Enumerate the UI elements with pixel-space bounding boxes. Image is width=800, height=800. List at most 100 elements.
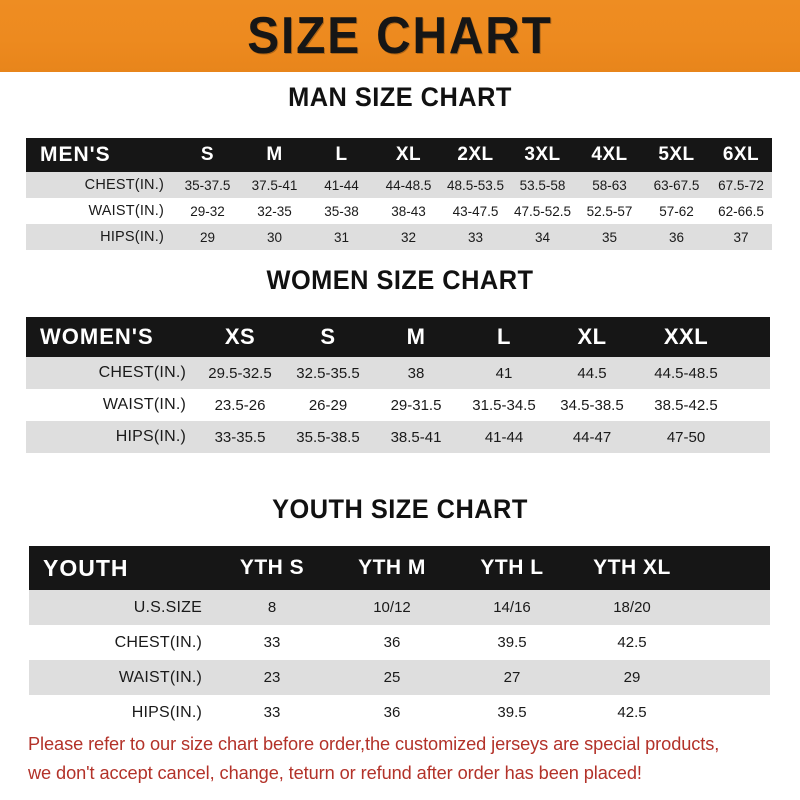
men-chest-l: 41-44 [324, 177, 359, 193]
women-chest-l: 41 [495, 364, 513, 382]
women-waist-l: 31.5-34.5 [472, 396, 536, 414]
women-hips-xl: 44-47 [572, 428, 612, 446]
youth-col-yth-s: YTH S [239, 556, 305, 579]
men-corner-label: MEN'S [40, 143, 111, 166]
men-row-label-hips: HIPS(IN.) [100, 229, 164, 245]
men-hips-4xl: 35 [601, 229, 618, 245]
women-hips-spacer [736, 421, 770, 453]
women-hips-s: 35.5-38.5 [296, 428, 360, 446]
men-waist-l: 35-38 [324, 203, 359, 219]
youth-waist-m: 25 [383, 669, 401, 686]
men-chest-m: 37.5-41 [251, 177, 298, 193]
women-row-label-hips: HIPS(IN.) [115, 428, 186, 445]
youth-hips-s: 33 [263, 704, 281, 721]
youth-hips-l: 39.5 [497, 704, 527, 721]
men-chest-4xl: 58-63 [592, 177, 627, 193]
men-col-5xl: 5XL [658, 144, 695, 165]
women-hips-l: 41-44 [484, 428, 524, 446]
youth-ussize-spacer [692, 590, 770, 625]
women-chest-spacer [736, 357, 770, 389]
men-col-l: L [335, 144, 348, 165]
men-hips-6xl: 37 [733, 229, 749, 245]
women-size-table: WOMEN'S XS S M L XL XXL CHEST(IN.) 29.5-… [26, 317, 770, 453]
table-row: CHEST(IN.) 29.5-32.5 32.5-35.5 38 41 44.… [26, 357, 770, 389]
youth-ussize-s: 8 [267, 599, 277, 616]
men-chest-6xl: 67.5-72 [718, 177, 764, 193]
youth-waist-s: 23 [263, 669, 281, 686]
youth-row-label-chest: CHEST(IN.) [114, 633, 202, 651]
men-waist-6xl: 62-66.5 [718, 203, 764, 219]
page-title: SIZE CHART [247, 7, 553, 65]
youth-col-yth-m: YTH M [358, 556, 426, 579]
men-chest-3xl: 53.5-58 [519, 177, 566, 193]
women-col-xxl: XXL [663, 324, 709, 349]
men-waist-m: 32-35 [257, 203, 292, 219]
youth-row-label-ussize: U.S.SIZE [133, 598, 202, 616]
footer-note-line-1: Please refer to our size chart before or… [28, 733, 720, 754]
youth-table-header-row: YOUTH YTH S YTH M YTH L YTH XL [29, 546, 770, 590]
youth-chest-l: 39.5 [497, 634, 527, 651]
youth-corner-label: YOUTH [43, 554, 129, 581]
men-row-label-chest: CHEST(IN.) [84, 177, 164, 193]
youth-ussize-l: 14/16 [493, 599, 531, 616]
man-section-title: MAN SIZE CHART [288, 82, 512, 112]
women-table-header-row: WOMEN'S XS S M L XL XXL [26, 317, 770, 357]
women-chest-xs: 29.5-32.5 [208, 364, 272, 382]
women-col-l: L [497, 324, 511, 349]
men-col-4xl: 4XL [591, 144, 628, 165]
men-waist-2xl: 43-47.5 [452, 203, 499, 219]
table-row: HIPS(IN.) 33-35.5 35.5-38.5 38.5-41 41-4… [26, 421, 770, 453]
women-waist-xs: 23.5-26 [214, 396, 266, 414]
men-hips-xl: 32 [400, 229, 417, 245]
women-col-spacer [736, 317, 770, 357]
women-hips-xxl: 47-50 [666, 428, 706, 446]
men-chest-xl: 44-48.5 [385, 177, 432, 193]
women-hips-m: 38.5-41 [390, 428, 442, 446]
youth-waist-l: 27 [503, 669, 521, 686]
women-col-s: S [320, 324, 336, 349]
youth-col-yth-l: YTH L [480, 556, 544, 579]
men-col-s: S [200, 144, 215, 165]
men-hips-5xl: 36 [668, 229, 685, 245]
women-waist-xxl: 38.5-42.5 [654, 396, 718, 414]
women-chest-s: 32.5-35.5 [296, 364, 360, 382]
table-row: CHEST(IN.) 35-37.5 37.5-41 41-44 44-48.5… [26, 172, 772, 198]
women-row-label-chest: CHEST(IN.) [98, 364, 186, 381]
table-row: HIPS(IN.) 29 30 31 32 33 34 35 36 37 [26, 224, 772, 250]
women-waist-xl: 34.5-38.5 [560, 396, 624, 414]
women-col-m: M [406, 324, 426, 349]
men-waist-s: 29-32 [190, 203, 225, 219]
youth-chest-spacer [692, 625, 770, 660]
women-chest-m: 38 [407, 364, 425, 382]
youth-ussize-xl: 18/20 [613, 599, 651, 616]
men-hips-m: 30 [266, 229, 283, 245]
youth-chest-m: 36 [383, 634, 401, 651]
youth-row-label-hips: HIPS(IN.) [131, 703, 202, 721]
men-col-m: M [266, 144, 283, 165]
men-waist-4xl: 52.5-57 [586, 203, 633, 219]
men-chest-s: 35-37.5 [184, 177, 231, 193]
youth-size-table: YOUTH YTH S YTH M YTH L YTH XL U.S.SIZE … [29, 546, 770, 730]
footer-note-line-2: we don't accept cancel, change, teturn o… [28, 761, 642, 783]
table-row: WAIST(IN.) 29-32 32-35 35-38 38-43 43-47… [26, 198, 772, 224]
youth-hips-xl: 42.5 [617, 704, 647, 721]
women-waist-m: 29-31.5 [390, 396, 442, 414]
men-hips-2xl: 33 [467, 229, 484, 245]
women-hips-xs: 33-35.5 [214, 428, 266, 446]
youth-hips-spacer [692, 695, 770, 730]
men-hips-3xl: 34 [534, 229, 551, 245]
women-chest-xxl: 44.5-48.5 [654, 364, 718, 382]
women-row-label-waist: WAIST(IN.) [102, 396, 186, 413]
youth-chest-xl: 42.5 [617, 634, 647, 651]
men-row-label-waist: WAIST(IN.) [88, 203, 164, 219]
men-col-6xl: 6XL [722, 144, 760, 165]
men-col-3xl: 3XL [524, 144, 561, 165]
youth-col-yth-xl: YTH XL [593, 556, 671, 579]
footer-note: Please refer to our size chart before or… [28, 730, 765, 787]
youth-chest-s: 33 [263, 634, 281, 651]
men-table-header-row: MEN'S S M L XL 2XL 3XL 4XL 5XL 6XL [26, 138, 772, 172]
women-col-xl: XL [577, 324, 607, 349]
men-waist-5xl: 57-62 [659, 203, 694, 219]
women-corner-label: WOMEN'S [40, 324, 154, 349]
